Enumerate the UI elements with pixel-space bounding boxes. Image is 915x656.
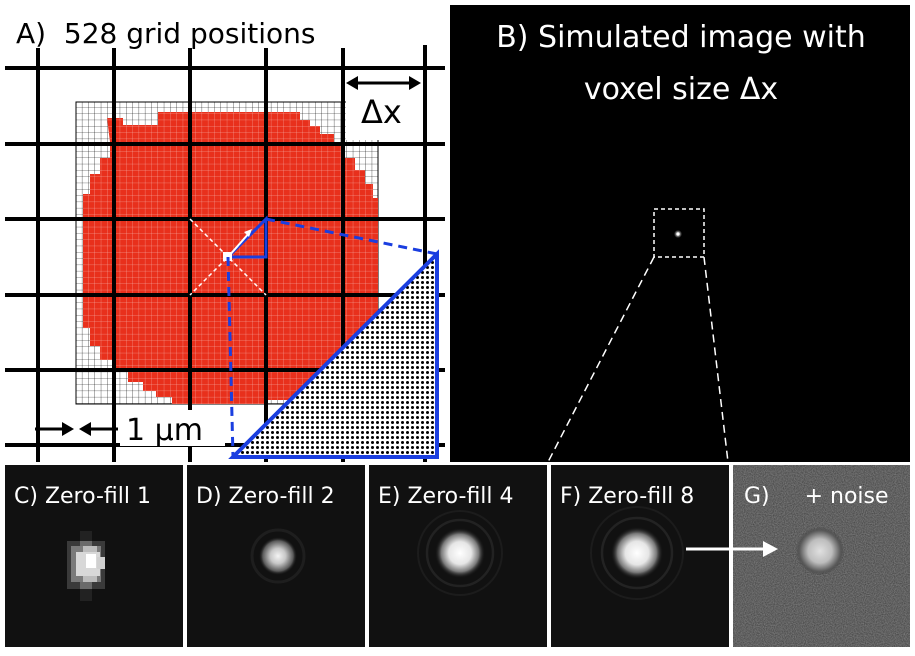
panel-a: Δx 1 μm A) 528 grid positions [0, 0, 450, 462]
ring-inner [425, 518, 495, 588]
delta-label-background [346, 90, 420, 140]
panel-f-label: F) Zero-fill 8 [560, 484, 694, 509]
panel-d-label: D) Zero-fill 2 [196, 484, 335, 509]
symmetry-arrowhead [244, 229, 252, 237]
psf-blob [259, 537, 297, 575]
panel-e: E) Zero-fill 4 [369, 465, 547, 647]
symmetry-triangle-small [224, 215, 268, 259]
title-a-background [12, 10, 372, 48]
scale-bar-arrows [35, 422, 118, 436]
panel-g: G) + noise [733, 465, 910, 647]
psf-blob-noisy [796, 527, 844, 575]
panel-a-title: A) 528 grid positions [16, 17, 315, 50]
ring-inner [600, 516, 674, 590]
delta-x-arrow [346, 76, 421, 90]
center-point [223, 252, 232, 261]
ring-outer [417, 510, 503, 596]
panel-g-label: G) + noise [744, 484, 889, 509]
scale-bar-label: 1 μm [126, 413, 203, 448]
panel-c: C) Zero-fill 1 [5, 465, 183, 647]
ring-outer [590, 506, 684, 600]
panel-f: F) Zero-fill 8 [551, 465, 729, 647]
panel-c-label: C) Zero-fill 1 [14, 484, 151, 509]
psf-pixelated [67, 531, 105, 601]
panel-d: D) Zero-fill 2 [187, 465, 365, 647]
panel-b-title-line2: voxel size Δx [584, 72, 778, 107]
noise-arrow [686, 541, 778, 557]
scale-label-background [120, 410, 225, 446]
zoom-box-b [653, 208, 705, 258]
zoom-lines-a [226, 217, 438, 458]
panel-b-title-line1: B) Simulated image with [496, 20, 866, 55]
delta-x-label: Δx [361, 93, 402, 131]
bottom-panels: C) Zero-fill 1 D) Zero-fill 2 E) Zero-fi… [5, 465, 910, 647]
simulated-spot-core [676, 232, 680, 236]
zoomed-triangle-dots [228, 249, 439, 459]
psf-blob [611, 527, 663, 579]
panel-e-label: E) Zero-fill 4 [378, 484, 514, 509]
zoom-lines-b [547, 256, 729, 463]
ring [250, 528, 306, 584]
psf-blob [435, 528, 485, 578]
panel-b: B) Simulated image with voxel size Δx [450, 5, 910, 463]
